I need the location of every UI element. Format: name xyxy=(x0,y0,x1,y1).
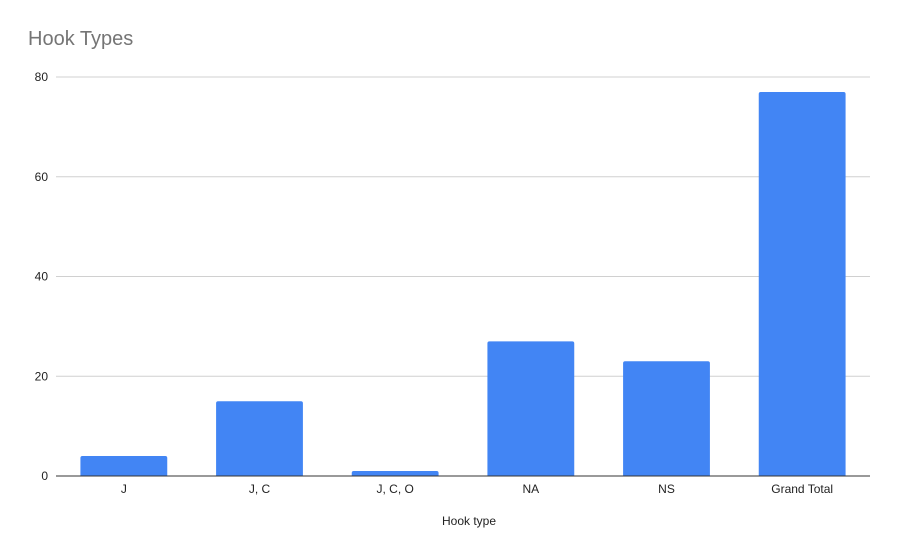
gridlines xyxy=(56,76,870,377)
tick-labels: 0 20 40 60 80 J J, C J, C, O NA NS Grand Total xyxy=(35,70,833,496)
bar-ns xyxy=(623,361,710,476)
x-tick-label: J, C, O xyxy=(376,482,413,496)
y-tick-label: 20 xyxy=(35,369,49,383)
y-tick-label: 0 xyxy=(41,469,48,483)
x-axis-title: Hook type xyxy=(442,514,496,528)
bar-j-c-o xyxy=(351,471,439,476)
bar-na xyxy=(487,341,575,476)
y-tick-label: 40 xyxy=(35,270,49,284)
bar-j-c xyxy=(216,401,303,476)
bars xyxy=(80,91,846,477)
bar-grand-total xyxy=(758,91,846,477)
y-tick-label: 80 xyxy=(35,70,49,84)
x-tick-label: J, C xyxy=(249,482,271,496)
y-tick-label: 60 xyxy=(35,170,49,184)
chart-title: Hook Types xyxy=(28,28,134,50)
x-tick-label: NA xyxy=(522,482,539,496)
x-tick-label: J xyxy=(121,482,127,496)
bar-j xyxy=(80,456,168,476)
x-tick-label: NS xyxy=(658,482,675,496)
x-tick-label: Grand Total xyxy=(771,482,833,496)
